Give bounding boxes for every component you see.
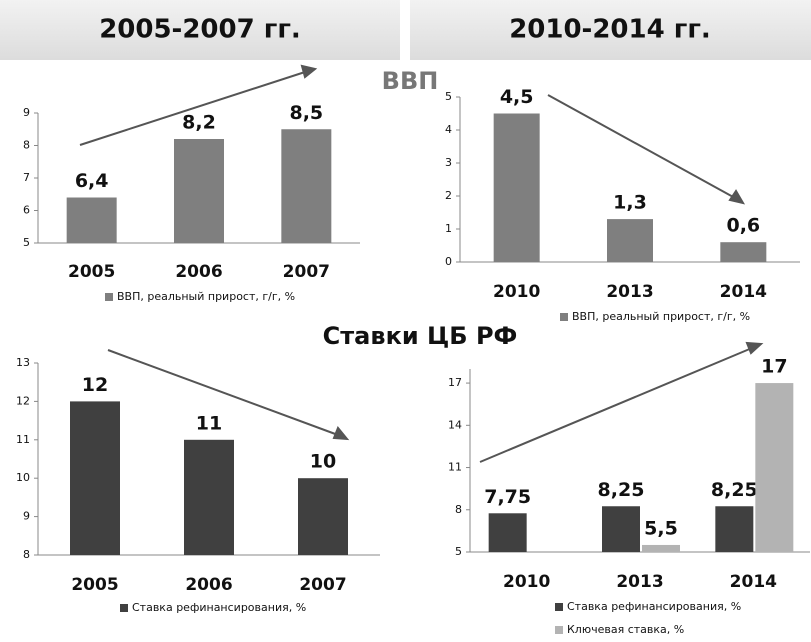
data-label: 12 xyxy=(82,374,108,396)
y-tick-label: 11 xyxy=(16,433,30,446)
data-label: 8,5 xyxy=(289,102,323,124)
legend-label: ВВП, реальный прирост, г/г, % xyxy=(572,310,750,323)
bar xyxy=(493,113,540,262)
section-title: Ставки ЦБ РФ xyxy=(323,322,518,350)
bar xyxy=(755,383,794,552)
legend-swatch xyxy=(560,313,568,321)
x-tick-label: 2010 xyxy=(493,282,540,302)
header: 2010-2014 гг. xyxy=(509,15,711,45)
x-tick-label: 2014 xyxy=(720,282,767,302)
legend-swatch xyxy=(555,626,563,634)
bar xyxy=(715,506,754,552)
data-label: 6,4 xyxy=(75,170,109,192)
y-tick-label: 17 xyxy=(448,376,462,389)
x-tick-label: 2006 xyxy=(175,262,222,282)
data-label: 8,2 xyxy=(182,112,216,134)
header-box xyxy=(410,0,811,60)
y-tick-label: 13 xyxy=(16,356,30,369)
y-tick-label: 8 xyxy=(455,503,462,516)
x-tick-label: 2013 xyxy=(606,282,653,302)
data-label: 8,25 xyxy=(598,479,645,501)
bar xyxy=(607,219,653,262)
bar xyxy=(281,129,332,243)
header: 2005-2007 гг. xyxy=(99,15,301,45)
data-label: 11 xyxy=(196,412,222,434)
y-tick-label: 14 xyxy=(448,418,462,431)
legend-label: ВВП, реальный прирост, г/г, % xyxy=(117,290,295,303)
data-label: 0,6 xyxy=(726,215,760,237)
y-tick-label: 5 xyxy=(455,545,462,558)
y-tick-label: 6 xyxy=(23,204,30,217)
legend-label: Ключевая ставка, % xyxy=(567,623,684,636)
data-label: 10 xyxy=(310,451,336,473)
y-tick-label: 10 xyxy=(16,471,30,484)
y-tick-label: 1 xyxy=(445,222,452,235)
legend-label: Ставка рефинансирования, % xyxy=(567,600,741,613)
y-tick-label: 9 xyxy=(23,510,30,523)
y-tick-label: 3 xyxy=(445,156,452,169)
data-label: 1,3 xyxy=(613,192,647,214)
y-tick-label: 5 xyxy=(445,90,452,103)
y-tick-label: 2 xyxy=(445,189,452,202)
header-box xyxy=(0,0,400,60)
bar xyxy=(720,242,767,262)
bar xyxy=(174,139,224,243)
y-tick-label: 0 xyxy=(445,255,452,268)
legend-swatch xyxy=(105,293,113,301)
y-tick-label: 8 xyxy=(23,548,30,561)
data-label: 8,25 xyxy=(711,479,758,501)
bar xyxy=(298,478,348,555)
y-tick-label: 9 xyxy=(23,106,30,119)
x-tick-label: 2005 xyxy=(71,575,118,595)
bar xyxy=(66,197,117,243)
bar xyxy=(70,401,120,555)
y-tick-label: 11 xyxy=(448,461,462,474)
bar xyxy=(642,544,680,552)
y-tick-label: 4 xyxy=(445,123,452,136)
y-tick-label: 5 xyxy=(23,236,30,249)
data-label: 7,75 xyxy=(484,486,531,508)
x-tick-label: 2006 xyxy=(185,575,232,595)
trend-arrows xyxy=(79,64,764,463)
y-tick-label: 8 xyxy=(23,139,30,152)
y-tick-label: 12 xyxy=(16,394,30,407)
x-tick-label: 2010 xyxy=(503,572,550,592)
x-tick-label: 2007 xyxy=(299,575,346,595)
section-title: ВВП xyxy=(382,67,439,95)
legend-swatch xyxy=(555,603,563,611)
bar xyxy=(488,513,527,552)
y-tick-label: 7 xyxy=(23,171,30,184)
data-label: 5,5 xyxy=(644,517,678,539)
legend-label: Ставка рефинансирования, % xyxy=(132,601,306,614)
x-tick-label: 2014 xyxy=(730,572,777,592)
bar xyxy=(184,439,234,555)
data-label: 17 xyxy=(761,356,787,378)
x-tick-label: 2007 xyxy=(283,262,330,282)
x-tick-label: 2013 xyxy=(616,572,663,592)
legend-swatch xyxy=(120,604,128,612)
data-label: 4,5 xyxy=(500,86,534,108)
x-tick-label: 2005 xyxy=(68,262,115,282)
bar xyxy=(602,506,640,552)
